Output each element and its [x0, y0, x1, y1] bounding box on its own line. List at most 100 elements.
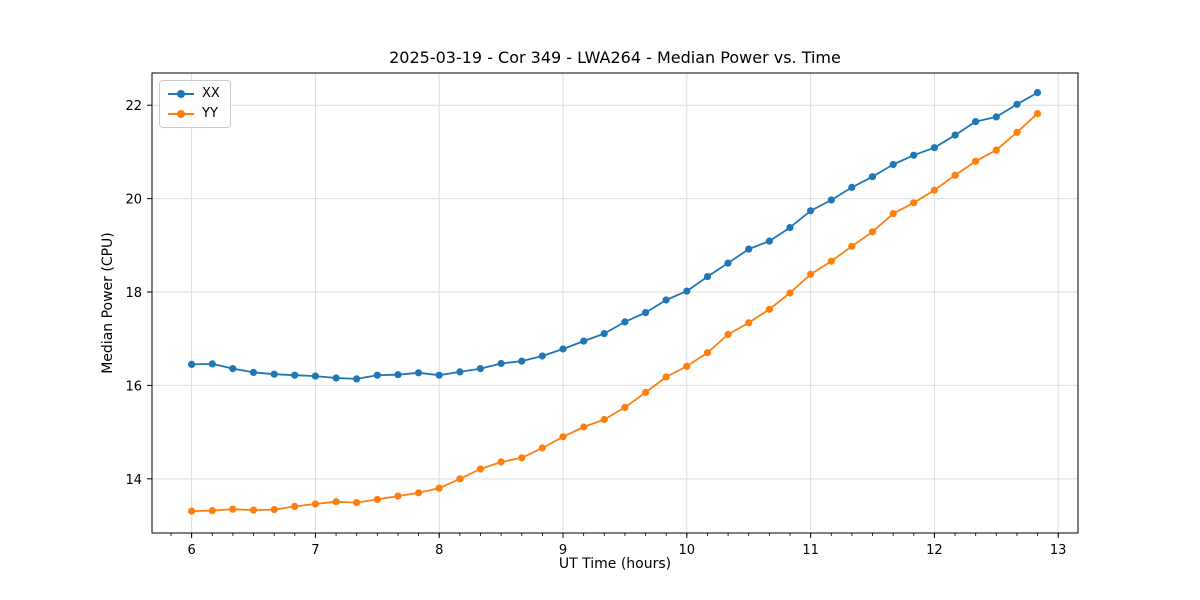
xx-data-point [972, 118, 980, 126]
yy-data-point [972, 157, 980, 165]
x-tick-label: 10 [679, 543, 696, 558]
yy-data-point [208, 507, 216, 515]
yy-data-point [662, 373, 670, 381]
yy-data-point [848, 242, 856, 250]
xx-data-point [188, 360, 196, 368]
yy-data-point [373, 495, 381, 503]
xx-data-point [992, 113, 1000, 121]
yy-data-point [311, 500, 319, 508]
xx-data-point [745, 245, 753, 253]
legend-label-yy: YY [202, 106, 218, 121]
xx-data-point [518, 357, 526, 365]
legend-entry-xx: XX [168, 86, 220, 102]
yy-data-point [992, 146, 1000, 154]
xx-data-point [642, 309, 650, 317]
xx-data-point [889, 160, 897, 169]
xx-data-point [910, 151, 918, 159]
y-tick-label: 18 [125, 286, 142, 301]
yy-data-point [538, 444, 546, 452]
xx-data-point [332, 374, 340, 382]
xx-data-point [270, 370, 278, 378]
yy-data-point [435, 484, 443, 492]
legend: XX YY [159, 80, 231, 128]
xx-data-point [538, 352, 546, 360]
y-tick-label: 22 [125, 99, 142, 114]
xx-data-point [291, 371, 299, 379]
yy-data-point [1013, 128, 1021, 136]
x-axis-label: UT Time (hours) [558, 556, 672, 572]
yy-data-point [188, 507, 196, 515]
yy-data-point [270, 506, 278, 514]
yy-data-point [642, 388, 650, 396]
xx-data-point [724, 259, 732, 267]
yy-data-point [951, 171, 959, 179]
xx-data-point [580, 337, 588, 345]
xx-data-point [703, 273, 712, 281]
xx-data-point [1013, 100, 1021, 108]
xx-data-point [848, 183, 856, 191]
x-tick-label: 13 [1050, 543, 1067, 558]
yy-data-point [1033, 110, 1042, 118]
xx-data-point [353, 375, 361, 383]
xx-data-point [765, 237, 774, 245]
xx-data-point [414, 369, 423, 377]
xx-data-point [930, 144, 939, 152]
xx-data-point [249, 368, 258, 376]
yy-data-point [332, 498, 340, 506]
chart-title: 2025-03-19 - Cor 349 - LWA264 - Median P… [389, 48, 841, 67]
yy-line-marker-icon [168, 110, 194, 118]
xx-data-point [456, 368, 464, 376]
yy-data-point [930, 186, 939, 194]
yy-data-point [249, 506, 258, 514]
yy-data-point [724, 330, 732, 339]
xx-data-point [559, 345, 567, 353]
yy-data-point [745, 319, 753, 327]
xx-data-point [600, 330, 608, 338]
xx-data-point [311, 372, 319, 380]
yy-data-point [600, 415, 608, 424]
yy-data-point [580, 423, 588, 431]
y-tick-label: 16 [125, 379, 142, 394]
xx-data-point [208, 360, 216, 368]
yy-data-point [414, 489, 423, 497]
x-tick-label: 8 [435, 543, 443, 558]
x-tick-label: 11 [802, 543, 819, 558]
yy-data-point [456, 475, 464, 483]
xx-data-point [786, 224, 794, 232]
yy-data-point [703, 349, 712, 357]
yy-data-point [621, 403, 629, 411]
yy-data-point [786, 289, 794, 297]
yy-data-point [683, 362, 691, 370]
xx-data-point [497, 359, 505, 368]
yy-data-point [807, 270, 815, 278]
axes-spines [151, 72, 1079, 534]
y-tick-label: 20 [125, 193, 142, 208]
legend-entry-yy: YY [168, 106, 220, 122]
xx-data-point [621, 318, 629, 326]
xx-line-marker-icon [168, 90, 194, 98]
x-tick-label: 12 [926, 543, 943, 558]
yy-data-point [394, 492, 402, 500]
yy-data-point [476, 465, 484, 473]
yy-data-point [868, 228, 877, 236]
yy-data-point [765, 305, 774, 313]
yy-data-point [518, 454, 526, 462]
xx-data-point [827, 196, 835, 204]
xx-data-point [683, 287, 691, 295]
xx-series-line [191, 91, 1038, 380]
yy-data-point [353, 499, 361, 507]
yy-data-point [827, 257, 835, 265]
xx-data-point [435, 371, 443, 379]
xx-data-point [807, 207, 815, 215]
yy-data-point [559, 433, 567, 441]
y-tick-label: 14 [125, 473, 142, 488]
yy-data-point [291, 502, 299, 510]
x-tick-label: 9 [559, 543, 567, 558]
yy-data-point [229, 505, 237, 513]
xx-data-point [229, 365, 237, 373]
xx-data-point [394, 371, 402, 379]
xx-data-point [1033, 89, 1042, 97]
xx-data-point [373, 371, 381, 379]
xx-data-point [476, 365, 484, 373]
